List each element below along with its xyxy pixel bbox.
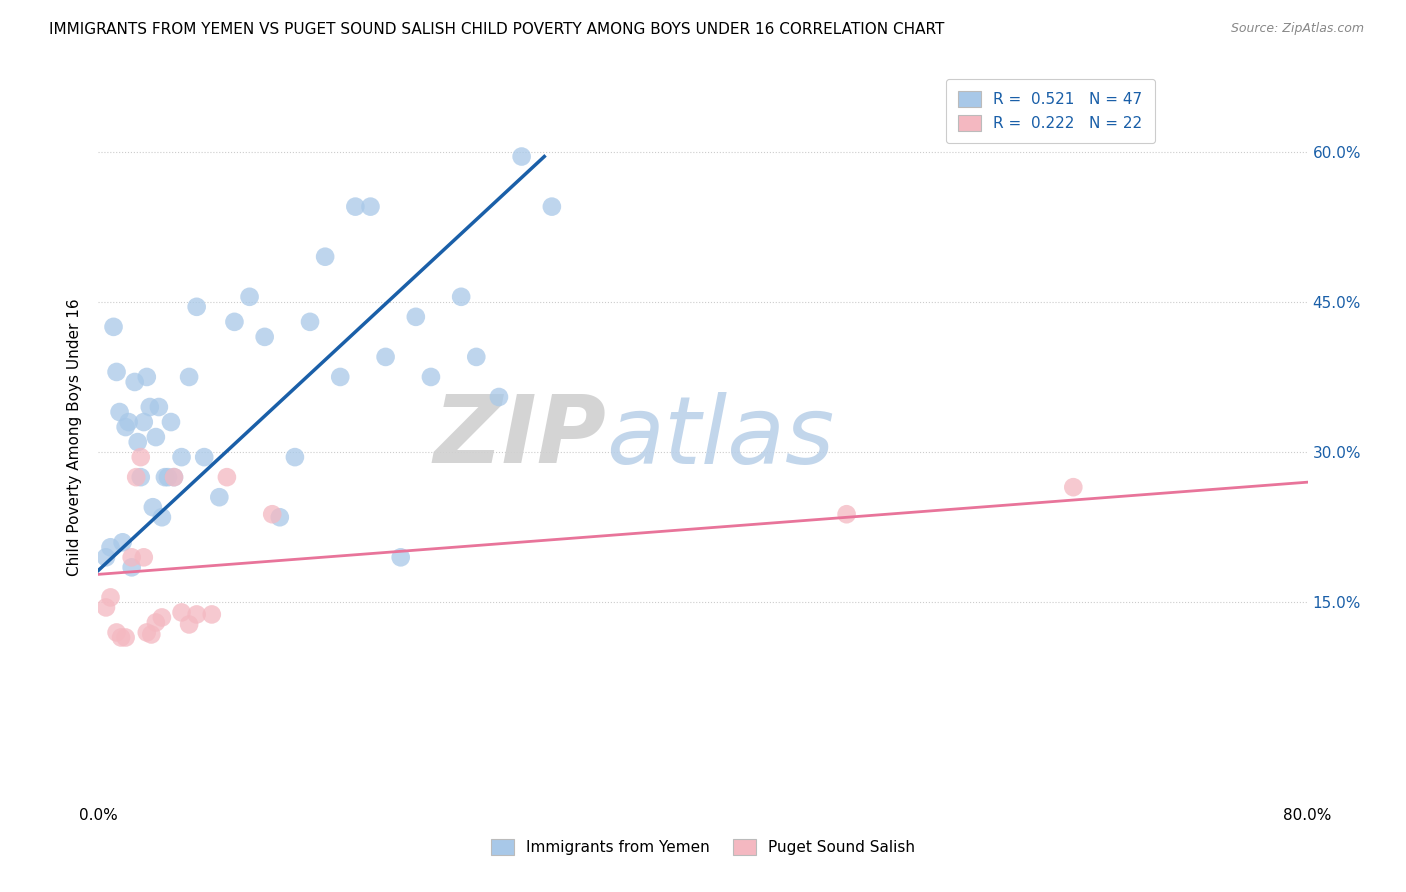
Point xyxy=(170,450,193,464)
Point xyxy=(153,470,176,484)
Point xyxy=(100,541,122,555)
Point xyxy=(239,290,262,304)
Point xyxy=(156,470,179,484)
Point xyxy=(344,200,367,214)
Point xyxy=(150,510,173,524)
Point xyxy=(329,370,352,384)
Point xyxy=(150,610,173,624)
Point xyxy=(201,607,224,622)
Point xyxy=(314,250,336,264)
Point xyxy=(284,450,307,464)
Point xyxy=(118,415,141,429)
Point xyxy=(145,615,167,630)
Point xyxy=(224,315,246,329)
Point xyxy=(114,420,136,434)
Point xyxy=(129,450,152,464)
Point xyxy=(253,330,276,344)
Point xyxy=(215,470,238,484)
Point xyxy=(132,415,155,429)
Point xyxy=(208,490,231,504)
Point xyxy=(141,627,163,641)
Point xyxy=(114,631,136,645)
Point xyxy=(100,591,122,605)
Point xyxy=(105,365,128,379)
Text: IMMIGRANTS FROM YEMEN VS PUGET SOUND SALISH CHILD POVERTY AMONG BOYS UNDER 16 CO: IMMIGRANTS FROM YEMEN VS PUGET SOUND SAL… xyxy=(49,22,945,37)
Point xyxy=(163,470,186,484)
Point xyxy=(139,400,162,414)
Point xyxy=(94,600,117,615)
Point xyxy=(179,617,201,632)
Point xyxy=(186,300,208,314)
Point xyxy=(540,200,562,214)
Point xyxy=(124,375,146,389)
Point xyxy=(360,200,382,214)
Point xyxy=(132,550,155,565)
Point xyxy=(105,625,128,640)
Point xyxy=(262,507,284,521)
Point xyxy=(160,415,183,429)
Point xyxy=(510,149,533,163)
Point xyxy=(129,470,152,484)
Point xyxy=(145,430,167,444)
Point xyxy=(121,550,143,565)
Point xyxy=(163,470,186,484)
Point xyxy=(835,507,858,521)
Point xyxy=(179,370,201,384)
Point xyxy=(465,350,488,364)
Legend: Immigrants from Yemen, Puget Sound Salish: Immigrants from Yemen, Puget Sound Salis… xyxy=(485,833,921,861)
Point xyxy=(121,560,143,574)
Point xyxy=(111,535,134,549)
Text: atlas: atlas xyxy=(606,392,835,483)
Point xyxy=(103,319,125,334)
Point xyxy=(110,631,132,645)
Point xyxy=(389,550,412,565)
Point xyxy=(193,450,215,464)
Point xyxy=(488,390,510,404)
Point xyxy=(374,350,396,364)
Point xyxy=(142,500,165,515)
Text: Source: ZipAtlas.com: Source: ZipAtlas.com xyxy=(1230,22,1364,36)
Point xyxy=(148,400,170,414)
Point xyxy=(420,370,443,384)
Point xyxy=(1062,480,1084,494)
Point xyxy=(269,510,291,524)
Text: ZIP: ZIP xyxy=(433,391,606,483)
Point xyxy=(186,607,208,622)
Point xyxy=(299,315,322,329)
Point xyxy=(450,290,472,304)
Point xyxy=(135,370,157,384)
Point xyxy=(405,310,427,324)
Y-axis label: Child Poverty Among Boys Under 16: Child Poverty Among Boys Under 16 xyxy=(67,298,83,576)
Point xyxy=(94,550,117,565)
Point xyxy=(170,606,193,620)
Point xyxy=(127,435,149,450)
Point xyxy=(135,625,157,640)
Point xyxy=(108,405,131,419)
Point xyxy=(125,470,148,484)
